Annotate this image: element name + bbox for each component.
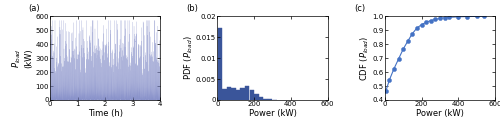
X-axis label: Power (kW): Power (kW) xyxy=(416,109,464,118)
Bar xyxy=(268,99,272,100)
Bar xyxy=(250,90,254,100)
Bar xyxy=(254,94,258,100)
Bar xyxy=(226,88,231,100)
Bar xyxy=(264,99,268,100)
Bar xyxy=(218,28,222,100)
Bar xyxy=(236,90,240,100)
X-axis label: Time (h): Time (h) xyxy=(88,109,122,118)
Y-axis label: CDF ($P_{load}$): CDF ($P_{load}$) xyxy=(358,35,371,81)
Bar xyxy=(240,88,245,100)
Text: (b): (b) xyxy=(186,4,198,13)
Bar xyxy=(232,88,235,100)
Bar xyxy=(259,97,263,100)
X-axis label: Power (kW): Power (kW) xyxy=(248,109,296,118)
Y-axis label: PDF ($P_{load}$): PDF ($P_{load}$) xyxy=(182,36,194,80)
Text: (a): (a) xyxy=(28,4,40,13)
Bar xyxy=(245,86,250,100)
Text: (c): (c) xyxy=(354,4,365,13)
Y-axis label: $P_{load}$
(kW): $P_{load}$ (kW) xyxy=(11,48,34,68)
Bar xyxy=(222,89,226,100)
